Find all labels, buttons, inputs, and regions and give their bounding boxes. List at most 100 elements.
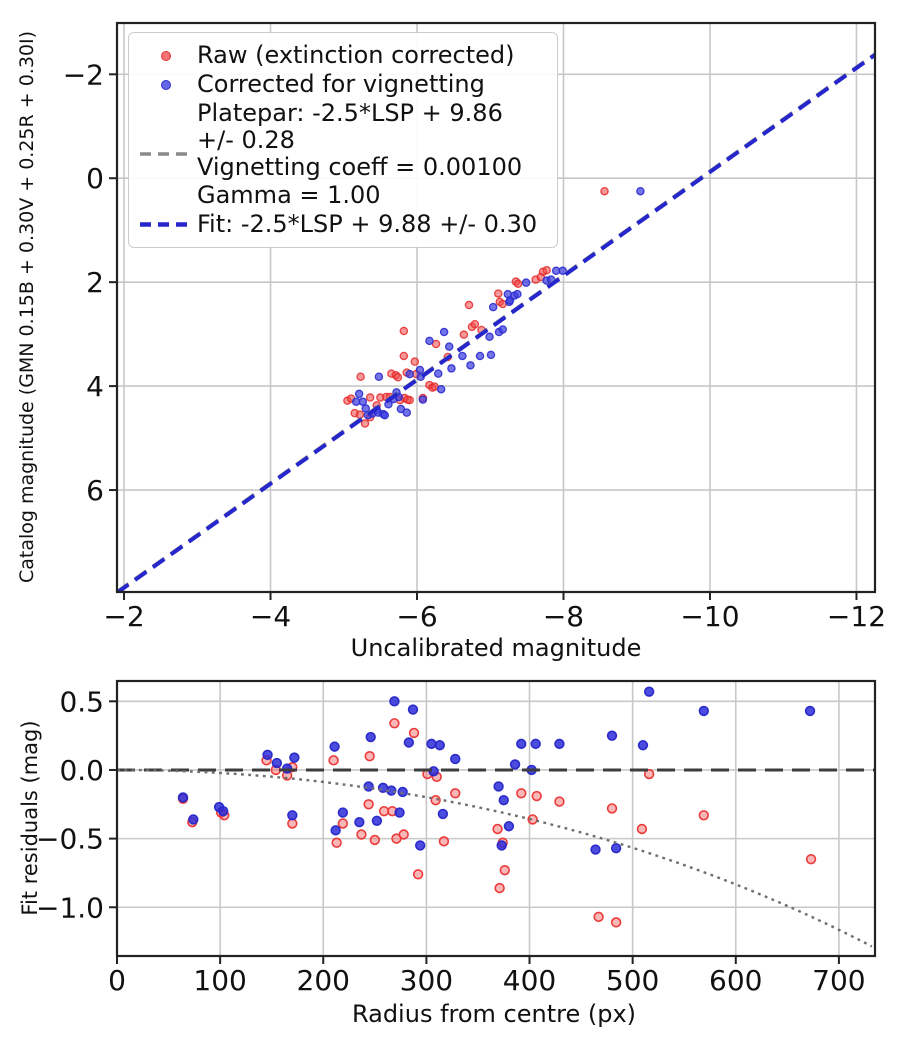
scatter-point-red (364, 751, 375, 762)
scatter-point-blue (402, 408, 412, 417)
x-tick-label: 200 (297, 964, 350, 997)
scatter-point-blue (415, 840, 426, 851)
scatter-point-red (513, 279, 523, 288)
scatter-point-red (431, 339, 441, 349)
bottom-y-axis-label: Fit residuals (mag) (18, 720, 42, 916)
scatter-point-blue (637, 740, 649, 751)
y-tick-label: 0.0 (59, 754, 104, 787)
scatter-point-red (494, 882, 505, 894)
scatter-point-red (356, 372, 365, 381)
scatter-point-red (408, 727, 420, 739)
scatter-point-blue (521, 278, 531, 287)
scatter-point-blue (418, 395, 428, 404)
x-tick-label: −12 (827, 600, 886, 633)
legend-entry-fit: Fit: -2.5*LSP + 9.88 +/- 0.30 (135, 210, 545, 238)
scatter-point-blue (425, 336, 434, 346)
scatter-point-red (464, 300, 474, 310)
scatter-point-red (494, 289, 503, 298)
legend-label: Platepar: -2.5*LSP + 9.86 +/- 0.28 Vigne… (197, 99, 523, 209)
y-tick-label: 0 (86, 162, 104, 195)
y-tick-label: 2 (86, 266, 104, 299)
y-tick-label: 6 (86, 474, 104, 507)
scatter-point-blue (405, 369, 414, 379)
scatter-point-red (363, 799, 374, 810)
scatter-point-red (527, 814, 538, 825)
legend-entry-platepar: Platepar: -2.5*LSP + 9.86 +/- 0.28 Vigne… (135, 100, 545, 208)
scatter-point-red (410, 357, 420, 366)
scatter-point-blue (486, 350, 496, 360)
scatter-point-red (331, 837, 342, 848)
legend-entry-raw: Raw (extinction corrected) (135, 41, 545, 69)
x-tick-label: 600 (709, 964, 762, 997)
scatter-point-red (399, 351, 409, 361)
top-x-axis-label: Uncalibrated magnitude (350, 634, 642, 662)
scatter-point-blue (433, 369, 443, 378)
scatter-point-blue (444, 342, 454, 351)
scatter-point-blue (466, 361, 475, 370)
x-tick-label: −8 (543, 600, 584, 633)
scatter-point-red (355, 410, 365, 419)
scatter-point-blue (329, 741, 340, 752)
scatter-point-red (554, 796, 565, 807)
blue-dot-marker-icon (135, 79, 197, 90)
scatter-point-blue (397, 786, 408, 798)
scatter-point-blue (450, 753, 461, 765)
scatter-point-blue (498, 325, 507, 334)
scatter-point-blue (415, 365, 425, 375)
scatter-point-blue (371, 815, 383, 826)
x-tick-label: 500 (606, 964, 659, 997)
scatter-point-red (450, 788, 461, 799)
scatter-point-blue (485, 332, 494, 341)
y-tick-label: −0.5 (36, 823, 104, 856)
legend-label: Raw (extinction corrected) (197, 41, 515, 69)
scatter-point-blue (530, 738, 541, 750)
scatter-point-blue (271, 757, 283, 769)
scatter-point-blue (177, 792, 189, 803)
x-tick-label: −2 (103, 600, 144, 633)
bottom-x-axis-label: Radius from centre (px) (351, 1000, 637, 1028)
blue-dashed-line-icon (135, 221, 197, 228)
x-tick-label: 400 (503, 964, 556, 997)
scatter-point-blue (407, 704, 419, 715)
scatter-point-blue (447, 364, 456, 373)
scatter-point-blue (558, 266, 568, 275)
scatter-point-red (328, 755, 339, 766)
scatter-point-red (438, 836, 450, 847)
scatter-point-red (365, 393, 375, 402)
scatter-point-blue (380, 410, 390, 420)
scatter-point-red (593, 911, 604, 923)
scatter-point-blue (804, 705, 816, 717)
scatter-point-blue (289, 752, 300, 763)
scatter-point-red (470, 320, 480, 329)
fit-residuals-plot-area (117, 681, 875, 956)
scatter-point-red (389, 718, 400, 729)
scatter-point-blue (458, 351, 467, 361)
legend-entry-corrected: Corrected for vignetting (135, 70, 545, 98)
fit-residuals-spines (115, 679, 877, 958)
scatter-point-blue (437, 808, 449, 820)
scatter-point-blue (287, 810, 298, 821)
y-tick-label: −2 (63, 58, 104, 91)
scatter-point-blue (337, 807, 349, 818)
scatter-point-blue (434, 740, 445, 751)
scatter-point-blue (188, 814, 199, 825)
scatter-point-blue (330, 825, 341, 836)
scatter-point-blue (365, 731, 376, 743)
scatter-point-red (600, 186, 609, 196)
scatter-point-blue (439, 327, 449, 337)
scatter-point-blue (396, 404, 406, 414)
y-tick-label: 0.5 (59, 685, 104, 718)
scatter-point-blue (358, 397, 368, 406)
scatter-point-blue (426, 738, 437, 750)
scatter-point-red (399, 326, 409, 336)
y-tick-label: −1.0 (36, 891, 104, 924)
scatter-point-blue (218, 805, 229, 817)
scatter-point-red (356, 829, 367, 840)
scatter-point-red (499, 864, 510, 876)
x-tick-label: 100 (193, 964, 246, 997)
x-tick-label: 0 (108, 964, 126, 997)
scatter-point-blue (394, 807, 405, 818)
scatter-point-blue (513, 289, 522, 299)
scatter-point-red (542, 265, 551, 275)
